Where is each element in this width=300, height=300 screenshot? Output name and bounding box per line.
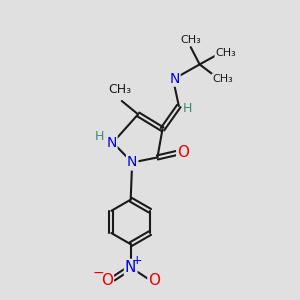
Text: +: + — [131, 254, 142, 267]
Text: O: O — [177, 146, 189, 160]
Text: CH₃: CH₃ — [212, 74, 233, 84]
Text: CH₃: CH₃ — [108, 83, 131, 96]
Text: −: − — [93, 266, 104, 280]
Text: O: O — [101, 273, 113, 288]
Text: N: N — [106, 136, 116, 150]
Text: CH₃: CH₃ — [215, 47, 236, 58]
Text: N: N — [127, 155, 137, 170]
Text: O: O — [148, 273, 160, 288]
Text: N: N — [169, 72, 180, 86]
Text: H: H — [183, 102, 192, 115]
Text: H: H — [95, 130, 104, 142]
Text: N: N — [125, 260, 136, 275]
Text: CH₃: CH₃ — [180, 35, 201, 45]
